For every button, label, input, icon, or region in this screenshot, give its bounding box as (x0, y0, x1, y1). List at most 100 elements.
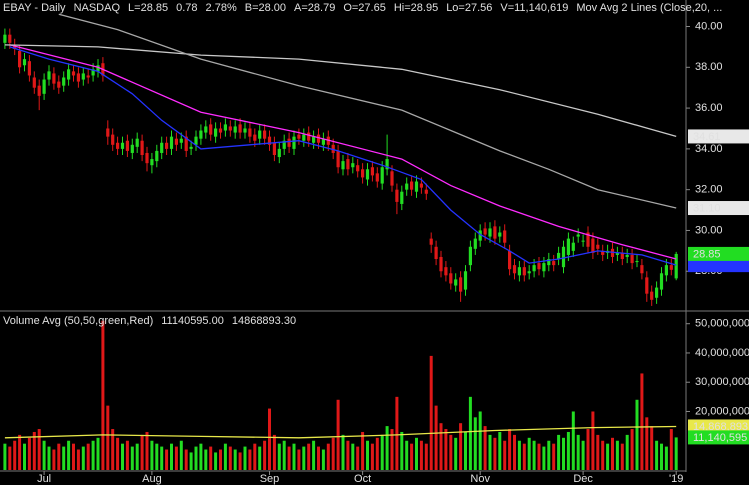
candle-body (424, 189, 428, 194)
volume-bar (522, 443, 526, 470)
last-value-box (688, 201, 749, 216)
volume-bar (601, 440, 605, 470)
volume-bar (174, 446, 178, 470)
volume-bar (464, 431, 467, 470)
candle-body (439, 256, 443, 272)
candle-body (165, 142, 169, 149)
candle-body (86, 75, 90, 78)
volume-bar (312, 440, 316, 470)
last-value-box (688, 258, 749, 273)
volume-bar (72, 443, 75, 470)
candle-body (81, 73, 85, 80)
header-item: L=28.85 (128, 2, 168, 14)
candle-body (67, 69, 71, 80)
candle-body (267, 136, 272, 145)
volume-bar (351, 443, 355, 470)
candle-body (419, 183, 423, 188)
volume-bar (405, 440, 409, 470)
candle-body (414, 181, 419, 192)
candle-body (527, 271, 531, 274)
candle-body (272, 142, 276, 155)
volume-bar (52, 449, 56, 470)
header-item: 11140595.00 (161, 315, 224, 327)
candle-body (591, 238, 595, 253)
overlay: 34.61 31.10 28.85 EBAY - Daily NASDAQ L=28.85… (3, 2, 749, 445)
volume-bar (415, 437, 418, 470)
candle-body (547, 259, 551, 266)
volume-bar (8, 446, 12, 470)
x-tick-label: Dec (573, 473, 593, 485)
last-value-label: 28.85 (693, 248, 721, 260)
candle-body (561, 246, 566, 268)
volume-bar (620, 443, 624, 470)
volume-bar (184, 449, 188, 470)
candle-body (336, 150, 340, 168)
candle-body (473, 238, 477, 249)
candle-body (361, 169, 365, 178)
candle-body (174, 138, 178, 145)
volume-bar (576, 434, 580, 470)
candle-body (410, 181, 414, 190)
header-item: NASDAQ (74, 2, 121, 14)
volume-bar (86, 443, 90, 470)
candle-body (576, 234, 580, 237)
candle-body (498, 232, 502, 237)
candle-body (263, 130, 267, 139)
volume-bar (243, 446, 247, 470)
volume-bar (459, 423, 463, 470)
volume-bar (356, 446, 360, 470)
candle-body (625, 254, 629, 257)
candle-body (508, 250, 512, 270)
moving-average (4, 44, 677, 138)
header-item: 2.78% (206, 2, 237, 14)
volume-bar (258, 446, 262, 470)
x-tick-label: Aug (142, 473, 162, 485)
candle-body (96, 65, 100, 72)
candle-body (189, 146, 193, 149)
volume-bar (586, 429, 590, 470)
candle-body (125, 140, 129, 151)
candle-body (57, 81, 61, 88)
volume-bar (263, 440, 267, 470)
volume-bar (366, 440, 369, 470)
volume-bar (566, 431, 570, 470)
volume-bar (361, 431, 365, 470)
volume-bar (135, 443, 139, 470)
x-tick-label: Oct (354, 473, 371, 485)
volume-bar (268, 408, 271, 470)
volume-bar (42, 440, 46, 470)
y-tick-label: 30.00 (695, 224, 723, 236)
volume-bar (547, 440, 551, 470)
volume-bar (170, 443, 173, 470)
x-tick-label: '19 (669, 473, 683, 485)
volume-bar (606, 443, 610, 470)
candle-body (106, 128, 110, 137)
volume-bar (125, 440, 129, 470)
volume-bar (326, 443, 330, 470)
volume-bar (238, 452, 242, 470)
volume-bar (439, 423, 443, 470)
header-item: 0.78 (176, 2, 197, 14)
candle-body (571, 242, 575, 251)
candle-body (586, 232, 590, 247)
candle-body (42, 79, 46, 94)
volume-bar (615, 440, 619, 470)
candle-body (8, 34, 12, 43)
candle-body (76, 73, 80, 82)
volume-bar (96, 437, 100, 470)
y-tick-label: 34.00 (695, 143, 723, 155)
volume-bar (532, 440, 536, 470)
volume-bar (272, 434, 276, 470)
candle-body (277, 148, 281, 158)
y-tick-label: 40.00 (695, 20, 723, 32)
volume-bar (179, 440, 183, 470)
volume-bar (204, 449, 208, 470)
candle-body (620, 252, 624, 260)
volume-bar (121, 443, 124, 470)
candle-body (209, 124, 213, 135)
candle-body (282, 140, 286, 149)
y-tick-label: 36.00 (695, 102, 723, 114)
candle-body (312, 136, 316, 143)
moving-average (58, 13, 677, 209)
volume-bar (488, 434, 492, 470)
